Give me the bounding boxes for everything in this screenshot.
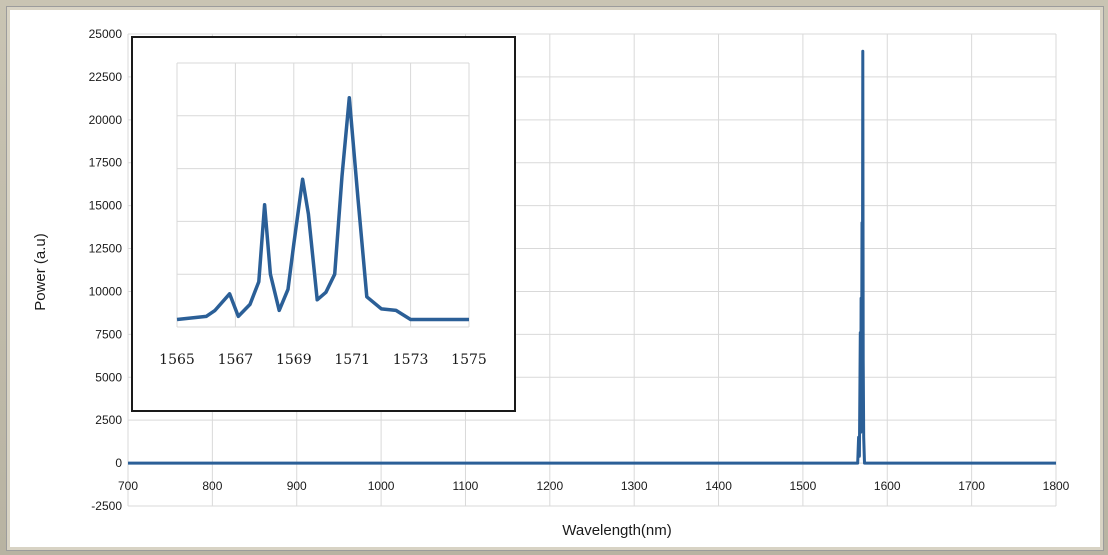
inset-x-tick-label: 1575	[451, 352, 487, 368]
inset-box	[131, 36, 516, 412]
y-tick-label: 15000	[89, 199, 123, 213]
x-tick-label: 1800	[1043, 479, 1070, 493]
y-tick-label: 2500	[95, 413, 122, 427]
inset-x-tick-label: 1573	[393, 352, 429, 368]
inset-x-tick-label: 1565	[159, 352, 195, 368]
inset-x-tick-label: 1567	[218, 352, 254, 368]
x-tick-label: 700	[118, 479, 138, 493]
x-tick-label: 800	[202, 479, 222, 493]
y-tick-label: 12500	[89, 242, 123, 256]
x-tick-label: 1300	[621, 479, 648, 493]
y-tick-label: -2500	[91, 499, 122, 513]
spectrum-chart: 2500022500200001750015000125001000075005…	[32, 27, 1070, 539]
inset-x-tick-label: 1571	[334, 352, 370, 368]
x-tick-label: 1200	[536, 479, 563, 493]
x-tick-label: 1100	[453, 479, 479, 493]
y-tick-label: 10000	[89, 284, 123, 298]
y-tick-label: 7500	[95, 327, 122, 341]
x-tick-label: 900	[287, 479, 307, 493]
inset-x-tick-label: 1569	[276, 352, 312, 368]
chart-frame: 25000 22500 20000 17500 15000 12500 10000 7500 5…	[6, 6, 1104, 551]
y-tick-label: 22500	[89, 70, 123, 84]
inset-series-line	[176, 95, 469, 322]
x-tick-label: 1000	[368, 479, 395, 493]
x-tick-label: 1600	[874, 479, 901, 493]
x-tick-label: 1700	[958, 479, 985, 493]
y-tick-label: 20000	[89, 113, 123, 127]
y-tick-label: 0	[115, 456, 122, 470]
x-axis-title: Wavelength(nm)	[562, 522, 671, 539]
y-axis-title: Power (a.u)	[32, 233, 49, 311]
y-tick-label: 5000	[95, 370, 122, 384]
x-tick-label: 1400	[705, 479, 732, 493]
x-tick-label: 1500	[790, 479, 817, 493]
y-tick-label: 17500	[89, 156, 123, 170]
main-series-line	[128, 49, 1056, 465]
y-tick-label: 25000	[89, 27, 123, 41]
